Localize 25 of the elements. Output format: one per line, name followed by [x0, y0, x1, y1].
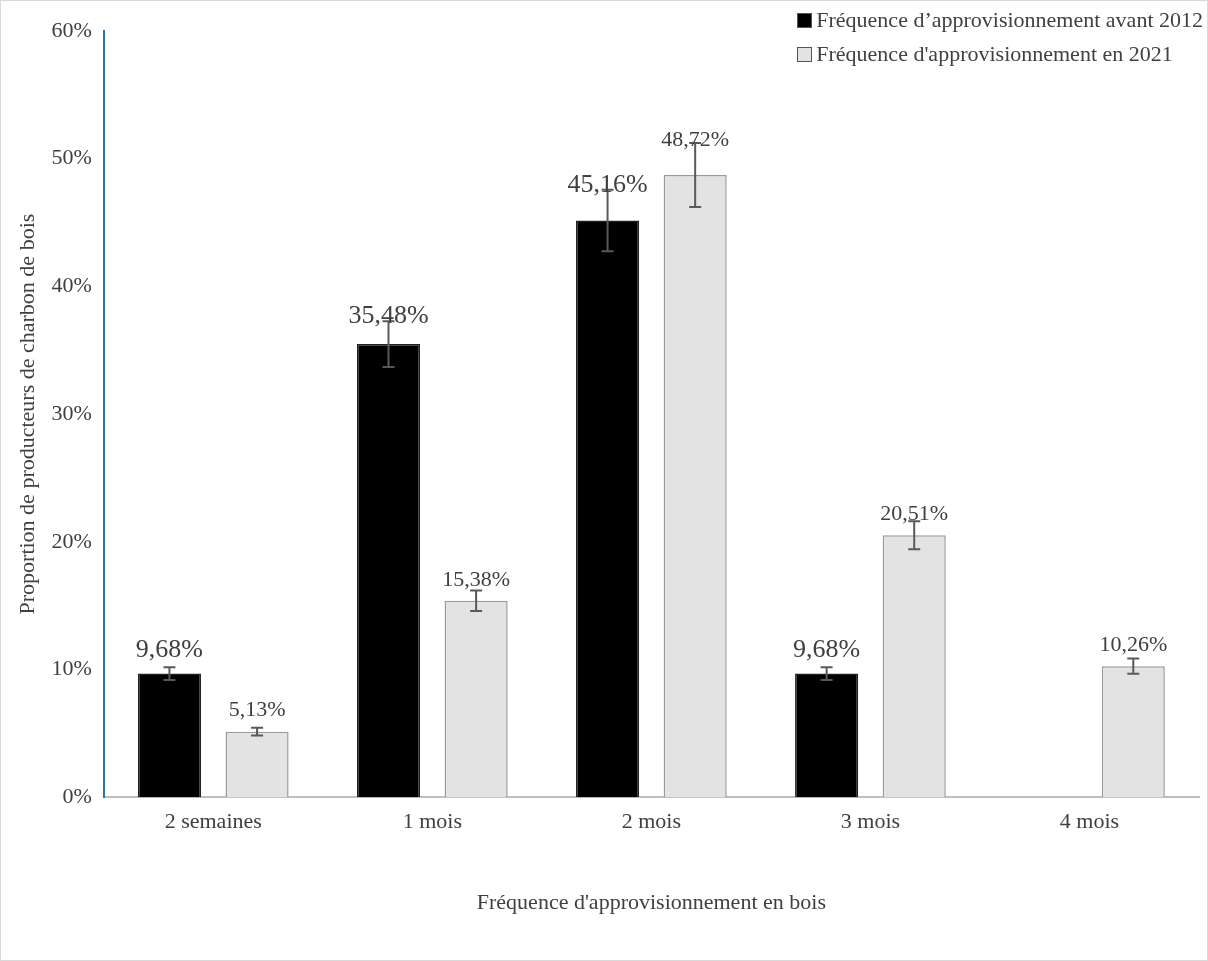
y-tick-label: 0%	[62, 782, 92, 808]
legend-label: Fréquence d'approvisionnement en 2021	[815, 40, 1174, 68]
x-tick-label: 3 mois	[840, 808, 901, 834]
data-label: 10,26%	[1099, 630, 1168, 656]
y-axis-title: Proportion de producteurs de charbon de bois	[13, 213, 39, 615]
y-tick-label: 40%	[51, 272, 92, 298]
y-tick-label: 50%	[51, 144, 92, 170]
y-tick-label: 60%	[51, 16, 92, 42]
data-label: 48,72%	[661, 125, 730, 151]
data-label: 35,48%	[348, 299, 429, 329]
data-label: 15,38%	[442, 565, 511, 591]
x-tick-label: 4 mois	[1059, 808, 1120, 834]
data-label: 9,68%	[793, 634, 861, 664]
legend-label: Fréquence d’approvisionnement avant 2012	[815, 6, 1203, 34]
y-tick-label: 30%	[51, 399, 92, 425]
data-label: 20,51%	[880, 500, 949, 526]
x-axis-title: Fréquence d'approvisionnement en bois	[476, 888, 826, 914]
y-tick-label: 20%	[51, 527, 92, 553]
x-tick-label: 2 semaines	[164, 808, 262, 834]
x-tick-label: 1 mois	[402, 808, 462, 834]
data-label: 9,68%	[135, 634, 204, 664]
data-label: 5,13%	[228, 696, 286, 722]
x-tick-label: 2 mois	[621, 808, 682, 834]
data-label: 45,16%	[567, 168, 648, 198]
y-tick-label: 10%	[51, 655, 92, 681]
